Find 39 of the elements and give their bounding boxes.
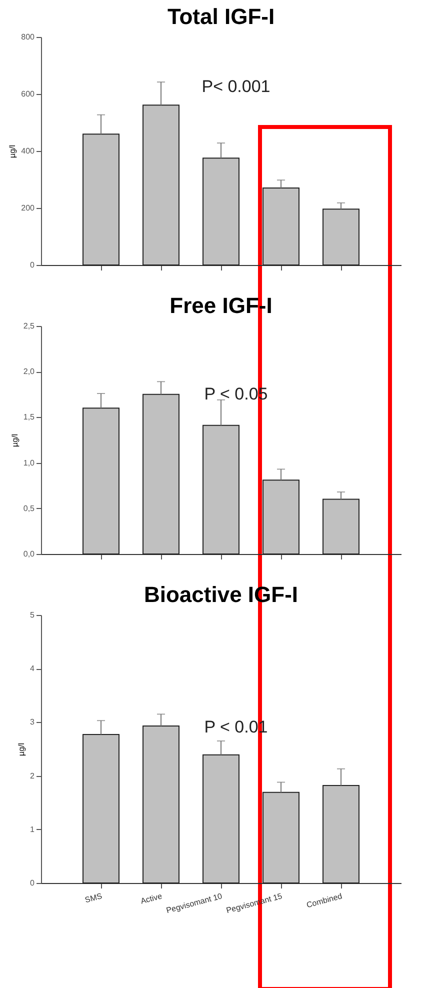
bar [202,424,240,554]
bar [322,498,360,554]
y-tick-label: 3 [30,718,36,727]
bar [322,784,360,884]
bar [262,188,300,266]
bar [82,134,120,266]
bar [202,754,240,884]
x-tick-label: Active [140,891,164,906]
bar [262,480,300,554]
y-tick-label: 0 [30,878,36,888]
bar [82,734,120,884]
bar [202,158,240,266]
y-axis-title: µg/l [17,742,26,756]
annotation: P< 0.001 [202,77,270,96]
y-tick-label: 1,5 [23,412,36,422]
y-tick-label: 2,5 [23,322,36,330]
y-tick-label: 600 [21,90,36,98]
chart-title: Total IGF-I [167,4,275,29]
bar [262,792,300,884]
y-tick-label: 0,5 [23,504,36,513]
y-tick-label: 2 [30,771,36,780]
bar [82,408,120,554]
bar [322,208,360,266]
bar [142,104,180,266]
y-tick-label: 1,0 [23,458,36,468]
bar [142,725,180,884]
y-tick-label: 4 [30,664,36,674]
y-tick-label: 5 [30,610,36,620]
y-tick-label: 0 [30,260,36,270]
y-tick-label: 400 [21,146,36,156]
bar [142,394,180,554]
y-axis-title: µg/l [10,434,20,448]
x-tick-label: SMS [84,892,104,905]
y-tick-label: 800 [21,32,36,42]
y-tick-label: 1 [30,824,36,834]
y-tick-label: 0,0 [23,550,36,558]
y-tick-label: 2,0 [23,367,36,376]
y-axis-title: µg/l [8,144,18,158]
y-tick-label: 200 [21,204,36,212]
